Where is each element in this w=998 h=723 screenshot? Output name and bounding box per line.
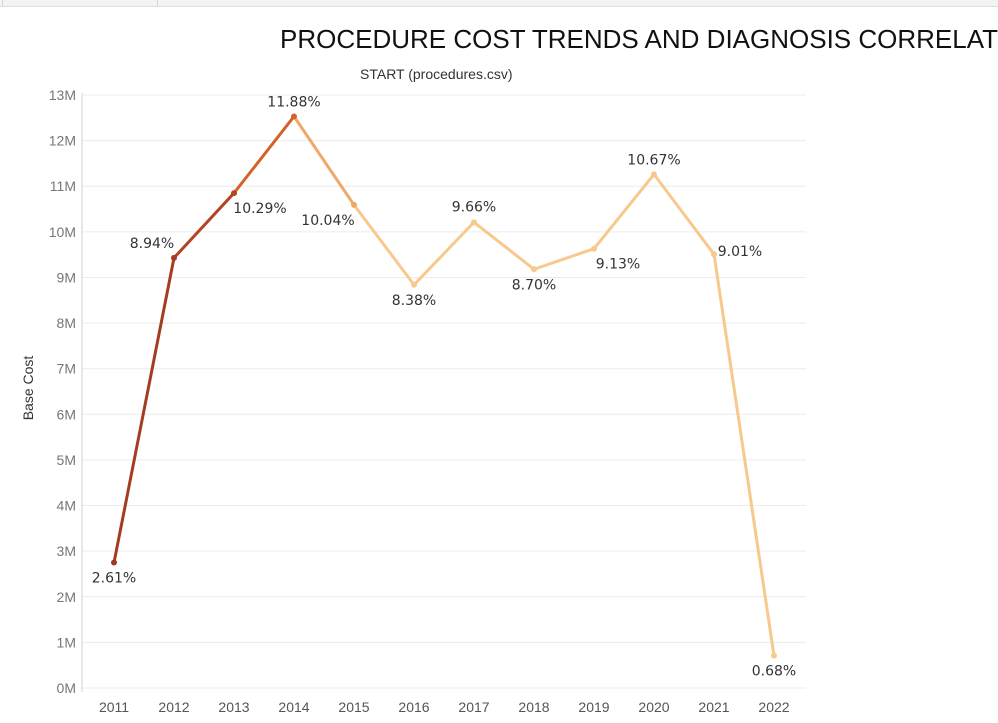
x-tick-label: 2011 [99,699,129,715]
data-point [111,559,117,566]
x-tick-label: 2014 [278,699,309,715]
data-label: 9.13% [596,257,640,273]
y-tick-label: 11M [50,178,76,194]
x-tick-label: 2012 [158,699,189,715]
data-label: 11.88% [267,94,320,110]
data-label: 9.01% [718,244,762,260]
chart-subtitle: START (procedures.csv) [360,66,513,82]
top-strip-divider [157,0,158,6]
data-label: 8.94% [130,236,174,252]
series-line-segment [652,172,716,256]
y-tick-label: 13M [49,87,76,103]
data-label: 0.68% [752,664,796,680]
data-point [591,245,597,252]
y-tick-label: 7M [57,361,76,377]
y-tick-label: 1M [57,634,76,650]
series-line-segment [712,252,776,658]
data-point [231,190,237,197]
x-tick-label: 2022 [758,699,789,715]
y-tick-label: 10M [49,224,76,240]
data-point [531,266,537,273]
x-tick-label: 2013 [218,699,249,715]
data-label: 8.70% [512,277,556,293]
y-tick-label: 2M [57,589,76,605]
series-line-segment [532,247,596,271]
series-line-segment [592,172,656,251]
top-strip-divider [2,0,3,6]
data-point [471,219,477,226]
y-tick-label: 4M [57,498,76,514]
data-point [711,251,717,258]
data-label: 8.38% [392,293,436,309]
chart-title: PROCEDURE COST TRENDS AND DIAGNOSIS CORR… [280,24,998,54]
data-label: 2.61% [92,571,136,587]
x-tick-label: 2015 [338,699,369,715]
y-tick-label: 12M [49,133,76,149]
y-tick-label: 3M [57,543,76,559]
data-label: 10.29% [233,201,286,217]
y-tick-label: 9M [57,269,76,285]
series-line-segment [472,220,536,271]
data-point [771,652,777,659]
y-tick-label: 5M [57,452,76,468]
data-point [171,254,177,261]
x-tick-label: 2019 [578,699,609,715]
series-line-segment [112,256,176,565]
x-tick-label: 2018 [518,699,549,715]
data-point [651,171,657,178]
y-tick-label: 0M [57,680,76,696]
series-line-segment [412,220,476,287]
x-tick-label: 2020 [638,699,669,715]
data-label: 9.66% [452,199,496,215]
data-label: 10.04% [301,213,354,229]
series-line-segment [292,114,356,207]
x-tick-label: 2021 [698,699,729,715]
x-tick-label: 2016 [398,699,429,715]
window-top-strip [0,0,998,7]
data-point [411,281,417,288]
y-tick-label: 8M [57,315,76,331]
y-tick-label: 6M [57,406,76,422]
series-line-segment [352,203,416,287]
data-point [291,113,297,120]
series-line-segment [172,191,236,260]
x-tick-label: 2017 [458,699,489,715]
data-label: 10.67% [627,152,680,168]
series-line-segment [232,114,296,195]
data-point [351,201,357,208]
